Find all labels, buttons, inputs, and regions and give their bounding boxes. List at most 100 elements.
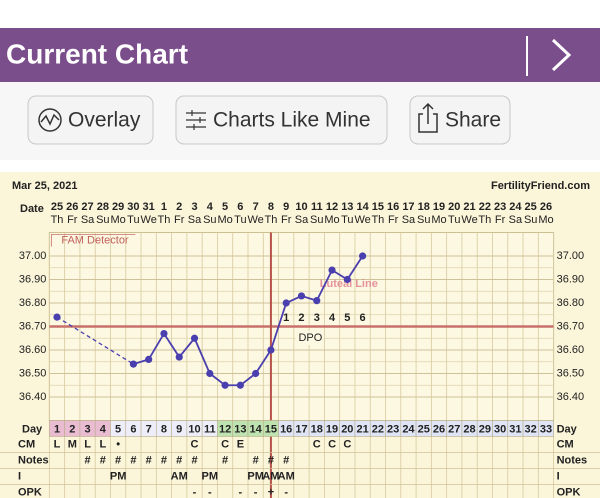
day-row-label-right: Day [557,423,578,435]
dpo-label: 2 [298,312,304,324]
status-area [0,0,600,28]
dpo-label: 4 [329,312,336,324]
temperature-point [267,346,275,354]
next-chevron[interactable] [551,38,572,72]
luteal-line-label: Luteal Line [320,278,378,290]
day-row-label: Day [22,423,43,435]
charts-like-mine-button[interactable]: Charts Like Mine [175,95,388,145]
weekday-label: Fr [67,214,78,226]
weekday-label: Fr [388,214,399,226]
header-title: Current Chart [6,38,188,69]
date-label: 22 [479,201,491,213]
weekday-label: Su [203,214,216,226]
date-label: 25 [51,201,63,213]
weekday-label: Sa [509,214,523,226]
weekday-label: Tu [127,214,139,226]
y-tick-label-right: 36.80 [557,297,585,309]
date-label: 9 [283,201,289,213]
row-cell: # [222,454,228,466]
y-tick-label: 36.40 [19,391,47,403]
row-cell: PM [202,470,219,482]
temperature-point [160,329,168,338]
fam-bracket [50,234,136,247]
temperature-point [145,355,153,363]
row-cell: # [84,454,90,466]
share-button[interactable]: Share [409,95,511,145]
day-label: 30 [494,423,506,435]
temperature-point [236,381,244,389]
weekday-label: Su [524,214,537,226]
y-tick-label: 36.90 [19,273,47,285]
day-label: 33 [540,423,552,435]
weekday-label: Th [264,214,277,226]
weekday-label: Sa [295,214,309,226]
date-label: 26 [540,201,552,213]
date-label: 17 [402,201,414,213]
weekday-label: We [354,214,370,226]
weekday-label: Fr [495,214,506,226]
y-tick-label: 36.60 [19,344,47,356]
weekday-label: Mo [538,214,553,226]
y-tick-label-right: 36.70 [557,320,585,332]
date-label: 31 [143,201,155,213]
date-label: 21 [463,201,475,213]
row-cell: C [191,438,199,450]
temperature-point [221,381,229,389]
date-label: 1 [161,201,167,213]
button-label: Overlay [68,109,141,132]
weekday-label: Fr [281,214,292,226]
date-row-label: Date [20,203,44,215]
row-label-right: OPK [557,486,581,498]
temperature-point [343,275,351,284]
temperature-point [297,292,306,300]
row-cell: # [161,454,167,466]
date-label: 10 [295,201,307,213]
dpo-label: 3 [314,312,320,324]
weekday-label: Th [478,214,491,226]
fam-detector-label: FAM Detector [61,234,129,246]
temperature-point [252,369,260,378]
day-label: 7 [146,423,152,435]
weekday-label: We [141,214,157,226]
weekday-label: Sa [188,214,202,226]
day-label: 26 [433,423,445,435]
date-label: 7 [253,201,259,213]
row-cell: • [116,438,120,450]
day-label: 3 [84,423,90,435]
date-label: 19 [433,201,445,213]
weekday-label: Sa [402,214,416,226]
date-label: 13 [341,201,353,213]
row-label: CM [18,438,35,450]
row-cell: M [68,438,77,450]
temperature-point [53,313,61,321]
weekday-label: Mo [110,214,125,226]
date-label: 4 [207,201,214,213]
day-label: 24 [402,423,415,435]
overlay-button[interactable]: Overlay [27,95,154,145]
day-label: 8 [161,423,167,435]
weekday-label: Tu [234,214,246,226]
header-bar [0,28,600,82]
day-label: 14 [250,423,263,435]
day-label: 6 [130,423,136,435]
weekday-label: Mo [217,214,232,226]
weekday-label: We [461,214,477,226]
y-tick-label: 37.00 [19,250,47,262]
date-label: 26 [66,201,78,213]
chart-source: FertilityFriend.com [491,180,590,192]
row-cell: # [191,454,197,466]
row-label: OPK [18,486,42,498]
weekday-label: Su [310,214,323,226]
row-label-right: I [557,470,560,482]
day-cell [538,420,554,437]
weekday-label: Tu [341,214,353,226]
day-label: 5 [115,423,121,435]
temperature-line [133,255,364,387]
temperature-point [129,360,137,368]
gap-connector [56,316,134,365]
row-cell: - [254,486,258,498]
button-label: Charts Like Mine [213,109,371,132]
row-label: Notes [18,454,49,466]
day-label: 28 [463,423,475,435]
